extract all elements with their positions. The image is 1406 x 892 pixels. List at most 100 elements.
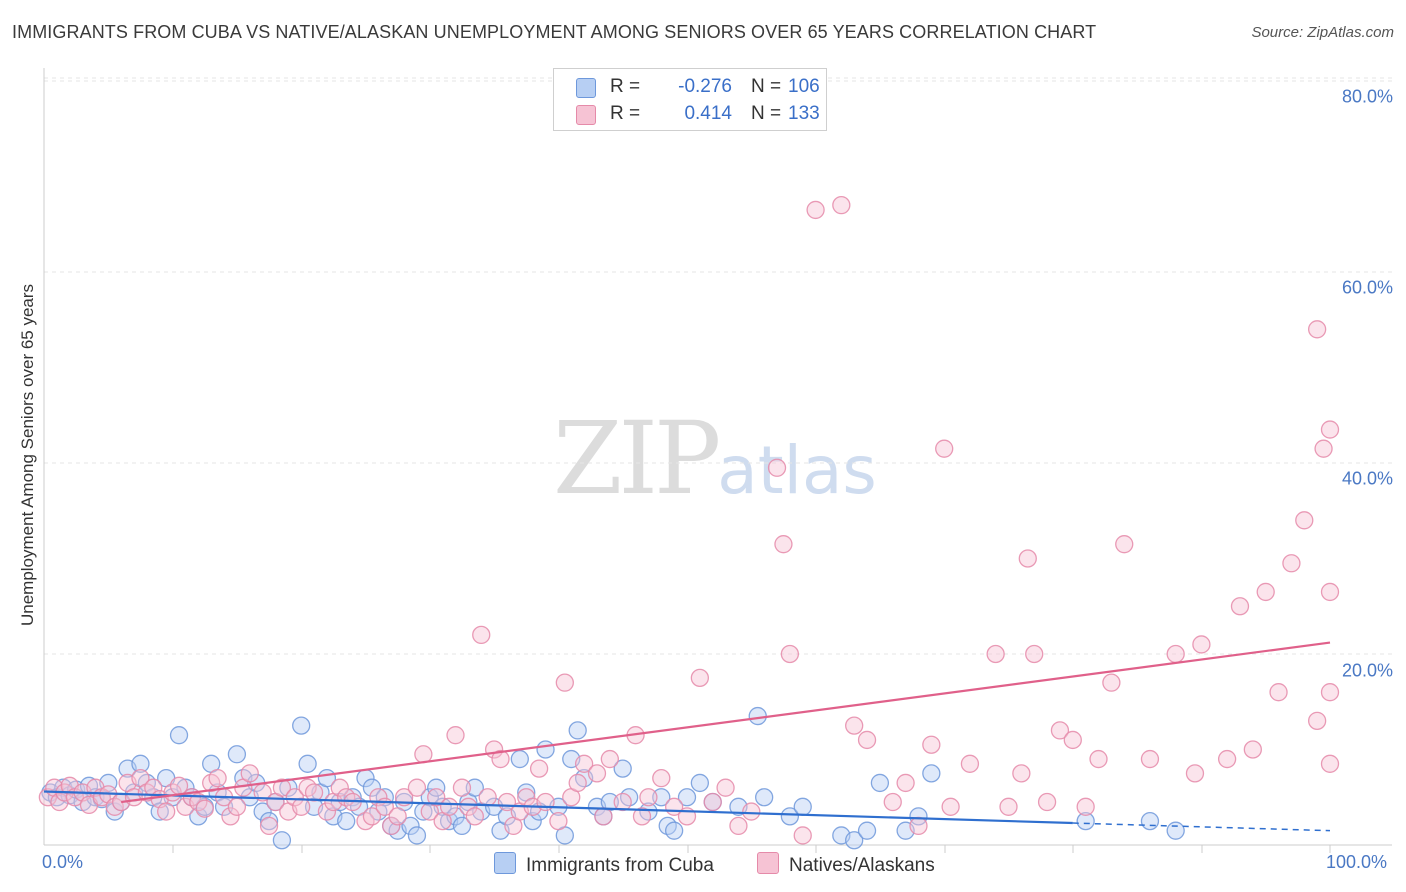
data-point — [1063, 730, 1082, 750]
data-point — [427, 788, 446, 807]
data-point — [1089, 749, 1108, 769]
legend-n-label: N = — [751, 103, 782, 124]
data-point — [427, 778, 446, 797]
bottom-legend-swatch-cuba — [494, 852, 516, 874]
data-point — [767, 458, 787, 477]
data-point — [105, 802, 124, 821]
data-point — [999, 797, 1018, 816]
legend-r-value: 0.414 — [684, 103, 732, 124]
data-point — [845, 716, 864, 735]
data-point — [79, 776, 99, 795]
data-point — [1140, 811, 1160, 831]
data-point — [1320, 582, 1340, 602]
data-point — [568, 773, 587, 793]
data-point — [491, 749, 510, 769]
data-point — [941, 797, 960, 816]
data-point — [1269, 683, 1288, 702]
data-point — [208, 769, 227, 788]
data-point — [690, 668, 710, 688]
data-point — [960, 754, 980, 773]
data-point — [407, 778, 427, 797]
data-point — [465, 778, 484, 797]
data-point — [362, 778, 382, 797]
data-point — [1217, 749, 1237, 769]
trend-line-cuba-extrapolated — [1072, 822, 1331, 832]
data-point — [780, 644, 800, 664]
data-point — [555, 673, 574, 692]
data-point — [613, 792, 632, 812]
data-point — [304, 783, 324, 802]
legend-r-label: R = — [610, 76, 641, 97]
data-point — [337, 811, 356, 831]
data-point — [1050, 721, 1070, 740]
legend-r-value: -0.276 — [678, 76, 732, 97]
data-point — [632, 807, 652, 826]
data-point — [38, 788, 58, 807]
data-point — [774, 535, 793, 554]
data-point — [292, 797, 311, 816]
y-tick-label: 80.0% — [1341, 86, 1393, 107]
data-point — [131, 754, 150, 773]
legend-n-value: 133 — [788, 103, 820, 124]
data-point — [935, 439, 954, 458]
y-tick-label: 60.0% — [1341, 277, 1393, 298]
data-point — [1243, 740, 1262, 759]
data-point — [1076, 797, 1095, 816]
legend-swatch-cuba — [576, 78, 596, 98]
watermark-atlas: atlas — [717, 432, 877, 509]
data-point — [568, 721, 587, 740]
data-point — [1256, 582, 1275, 602]
legend-swatch-natives — [576, 105, 596, 125]
data-point — [793, 826, 812, 845]
data-point — [1295, 511, 1314, 530]
data-point — [883, 792, 902, 812]
data-point — [150, 802, 169, 821]
data-point — [414, 745, 433, 764]
data-point — [716, 778, 735, 797]
watermark: ZIPatlas — [553, 400, 877, 517]
data-point — [1314, 439, 1333, 458]
bottom-legend-cuba: Immigrants from Cuba — [494, 852, 714, 877]
trend-line-cuba — [43, 790, 1073, 825]
data-point — [1140, 749, 1160, 769]
data-point — [1282, 554, 1301, 573]
bottom-legend-swatch-natives — [757, 852, 779, 874]
data-point — [169, 726, 189, 745]
bottom-legend-label-cuba: Immigrants from Cuba — [526, 855, 714, 876]
data-point — [909, 816, 928, 836]
data-point — [1018, 549, 1037, 568]
legend-n-label: N = — [751, 76, 782, 97]
data-point — [221, 807, 240, 826]
data-point — [549, 811, 568, 831]
data-point — [227, 745, 247, 764]
data-point — [909, 807, 928, 826]
data-point — [401, 816, 420, 836]
data-point — [420, 788, 439, 807]
data-point — [439, 797, 459, 816]
watermark-zip: ZIP — [553, 400, 721, 517]
source-label: Source: ZipAtlas.com — [1251, 24, 1394, 41]
data-point — [755, 788, 774, 807]
data-point — [600, 749, 619, 769]
legend-r-label: R = — [610, 103, 641, 124]
data-point — [729, 816, 748, 836]
data-point — [298, 754, 317, 773]
data-point — [845, 831, 864, 850]
data-point — [157, 802, 176, 821]
y-tick-label: 20.0% — [1341, 660, 1393, 681]
data-point — [195, 799, 214, 818]
trend-lines — [43, 641, 1331, 832]
data-point — [780, 807, 800, 826]
data-point — [652, 788, 671, 807]
data-point — [639, 788, 658, 807]
bottom-legend-natives: Natives/Alaskans — [757, 852, 935, 877]
data-point — [574, 754, 594, 773]
correlation-legend: R = -0.276 N = 106 R = 0.414 N = 133 — [553, 68, 827, 131]
data-point — [806, 200, 825, 220]
data-point — [478, 788, 497, 807]
data-point — [986, 644, 1005, 664]
data-point — [446, 726, 465, 745]
data-point — [748, 706, 767, 726]
data-point — [259, 811, 279, 831]
axes — [43, 68, 1392, 853]
